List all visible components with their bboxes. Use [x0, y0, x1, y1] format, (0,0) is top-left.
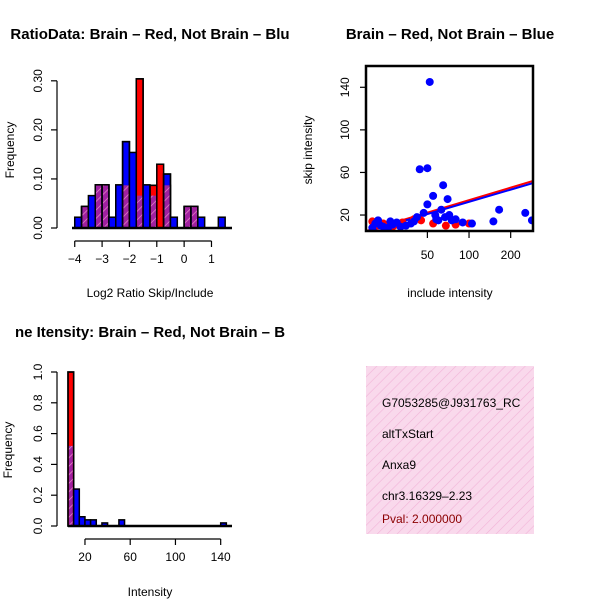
intensity-x-tick-label: 100 — [165, 550, 185, 564]
ratio-bar-notbrain — [87, 194, 96, 229]
intensity-y-tick-label: 0.2 — [31, 487, 45, 504]
scatter-panel: Brain – Red, Not Brain – Blue 50 100 200 2… — [301, 26, 554, 300]
scatter-y-axis: 20 60 100 140 — [338, 77, 366, 222]
intensity-bar-notbrain — [72, 488, 81, 527]
ratio-x-tick-label: −2 — [123, 252, 137, 266]
ratio-x-tick-label: 0 — [181, 252, 188, 266]
intensity-x-tick-label: 60 — [124, 550, 138, 564]
ratio-bar-overlap-hatch — [191, 206, 198, 228]
scatter-y-tick-label: 60 — [338, 165, 352, 179]
gene-name-text: Anxa9 — [382, 458, 416, 472]
scatter-point-red — [441, 221, 450, 230]
scatter-y-label: skip intensity — [301, 116, 315, 185]
intensity-y-label: Frequency — [1, 422, 15, 479]
intensity-y-axis: 0.0 0.2 0.4 0.6 0.8 1.0 — [31, 363, 58, 534]
ratio-x-tick-label: −1 — [150, 252, 164, 266]
ratio-bar-overlap-hatch — [184, 206, 191, 228]
ratio-bar-notbrain — [142, 184, 151, 229]
scatter-x-label: include intensity — [407, 286, 492, 300]
scatter-title: Brain – Red, Not Brain – Blue — [346, 26, 554, 43]
ratio-bar-notbrain — [73, 216, 83, 229]
ratio-y-tick-label: 0.30 — [31, 69, 45, 93]
ratio-histogram-bars — [73, 78, 226, 229]
scatter-point-blue — [527, 216, 533, 225]
scatter-x-tick-label: 100 — [459, 248, 479, 262]
ratio-bar-overlap-hatch — [102, 185, 109, 228]
probe-id-text: G7053285@J931763_RC — [382, 396, 521, 410]
genomic-location-text: chr3.16329–2.23 — [382, 489, 472, 503]
scatter-point-blue — [425, 77, 434, 86]
intensity-x-tick-label: 20 — [78, 550, 92, 564]
ratio-bar-notbrain — [128, 151, 138, 229]
scatter-point-blue — [429, 191, 438, 200]
intensity-y-tick-label: 0.8 — [31, 394, 45, 411]
ratio-bar-overlap-hatch — [123, 185, 129, 228]
scatter-points — [368, 77, 533, 231]
scatter-point-blue — [423, 200, 432, 209]
intensity-histogram-panel: ne Itensity: Brain – Red, Not Brain – B … — [1, 324, 285, 599]
scatter-point-blue — [412, 213, 421, 222]
event-type-text: altTxStart — [382, 427, 434, 441]
ratio-x-tick-label: −4 — [68, 252, 82, 266]
scatter-point-blue — [451, 215, 460, 224]
ratio-histogram-title: RatioData: Brain – Red, Not Brain – Blu — [10, 26, 289, 43]
ratio-y-label: Frequency — [3, 122, 17, 179]
intensity-x-tick-label: 140 — [211, 550, 231, 564]
ratio-y-axis: 0.00 0.10 0.20 0.30 — [31, 69, 58, 240]
ratio-x-label: Log2 Ratio Skip/Include — [87, 286, 214, 300]
scatter-x-axis: 50 100 200 — [421, 231, 521, 262]
ratio-bar-brain — [156, 163, 165, 229]
intensity-x-axis: 20 60 100 140 — [78, 538, 231, 564]
scatter-x-tick-label: 50 — [421, 248, 435, 262]
ratio-bar-notbrain — [115, 184, 124, 229]
ratio-bar-overlap-hatch — [150, 195, 156, 228]
ratio-x-tick-label: 1 — [208, 252, 215, 266]
scatter-point-blue — [489, 217, 498, 226]
ratio-bar-notbrain — [217, 216, 226, 229]
intensity-y-tick-label: 0.6 — [31, 425, 45, 442]
scatter-point-blue — [434, 216, 443, 225]
scatter-frame — [364, 64, 535, 233]
scatter-y-tick-label: 140 — [338, 77, 352, 97]
intensity-y-tick-label: 0.4 — [31, 456, 45, 473]
ratio-bar-notbrain — [169, 216, 179, 229]
info-panel: G7053285@J931763_RC altTxStart Anxa9 chr… — [366, 366, 534, 534]
info-panel-background — [366, 366, 534, 534]
scatter-point-blue — [423, 164, 432, 173]
pval-text: Pval: 2.000000 — [382, 512, 462, 526]
intensity-bar-notbrain — [78, 516, 86, 527]
ratio-histogram-panel: RatioData: Brain – Red, Not Brain – Blu … — [3, 26, 290, 300]
ratio-bar-overlap-hatch — [96, 185, 102, 228]
intensity-y-tick-label: 0.0 — [31, 517, 45, 534]
scatter-y-tick-label: 20 — [338, 208, 352, 222]
scatter-point-blue — [415, 165, 424, 174]
ratio-bar-overlap-hatch — [82, 206, 88, 228]
intensity-bar-overlap-hatch — [68, 445, 73, 526]
ratio-x-tick-label: −3 — [95, 252, 109, 266]
scatter-point-blue — [521, 208, 530, 217]
scatter-point-blue — [419, 208, 428, 217]
ratio-y-tick-label: 0.10 — [31, 167, 45, 191]
intensity-y-tick-label: 1.0 — [31, 363, 45, 380]
intensity-x-label: Intensity — [128, 585, 173, 599]
scatter-point-blue — [437, 205, 446, 214]
ratio-y-tick-label: 0.00 — [31, 216, 45, 240]
ratio-bar-notbrain — [197, 216, 206, 229]
ratio-bar-notbrain — [108, 216, 117, 229]
ratio-bar-overlap-hatch — [137, 195, 143, 228]
ratio-bar-overlap-hatch — [164, 185, 170, 228]
ratio-y-tick-label: 0.20 — [31, 118, 45, 142]
scatter-point-blue — [495, 205, 504, 214]
scatter-point-blue — [467, 219, 476, 228]
ratio-x-axis: −4 −3 −2 −1 0 1 — [68, 240, 215, 266]
scatter-point-blue — [439, 181, 448, 190]
scatter-point-blue — [458, 218, 467, 227]
scatter-x-tick-label: 200 — [501, 248, 521, 262]
intensity-histogram-title: ne Itensity: Brain – Red, Not Brain – B — [15, 324, 285, 341]
scatter-point-blue — [443, 195, 452, 204]
scatter-y-tick-label: 100 — [338, 120, 352, 140]
intensity-histogram-bars — [67, 371, 228, 527]
